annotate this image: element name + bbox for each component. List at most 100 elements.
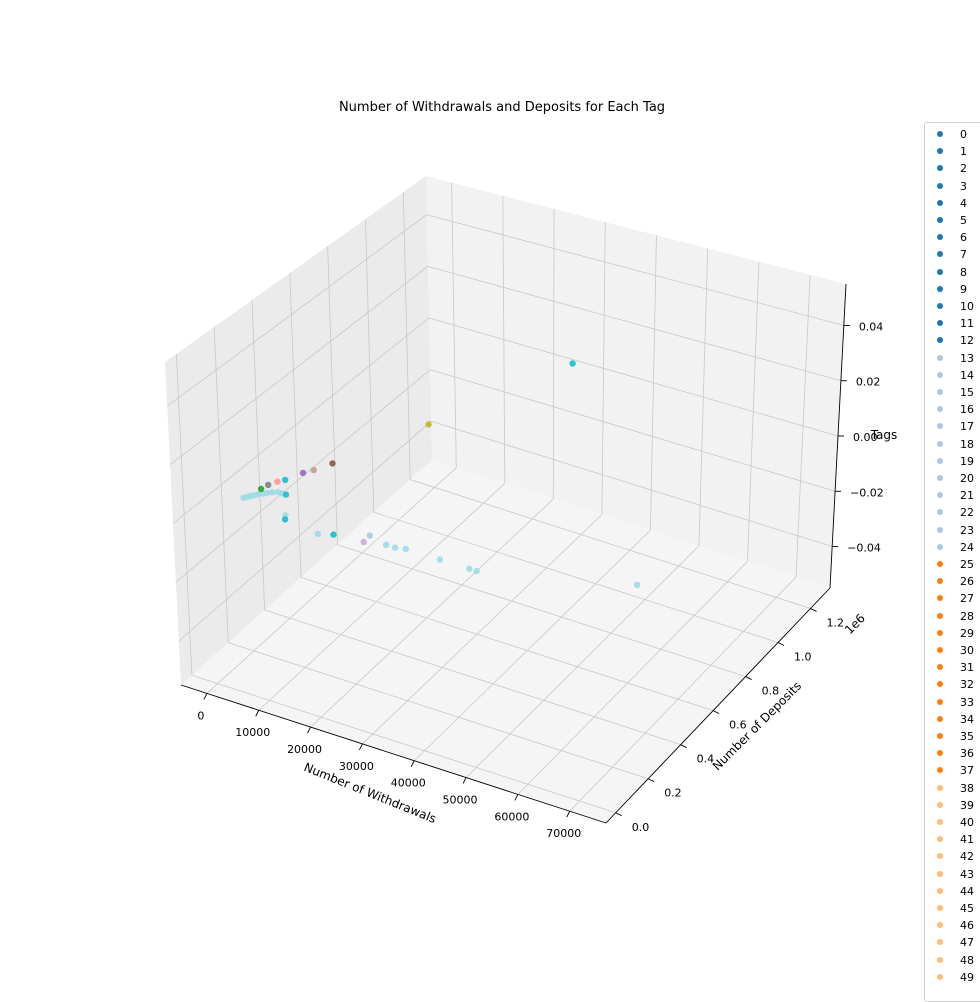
grid-line-x-floor	[413, 529, 651, 762]
grid-line-z-side	[169, 266, 429, 466]
grid-line-x-floor	[569, 576, 797, 812]
legend-item: 32	[925, 676, 980, 693]
legend-label: 8	[960, 265, 967, 279]
floor-pane	[181, 460, 830, 823]
legend-item: 31	[925, 659, 980, 676]
grid-line-z-back	[427, 265, 842, 382]
legend-item: 12	[925, 332, 980, 349]
legend-marker	[937, 165, 943, 172]
legend-label: 27	[960, 592, 974, 606]
data-point	[257, 485, 265, 493]
legend-label: 21	[960, 489, 974, 503]
legend-marker	[937, 285, 943, 292]
legend-item: 11	[925, 315, 980, 332]
x-tick-mark	[462, 777, 467, 784]
legend-marker	[937, 234, 943, 241]
legend-label: 40	[960, 816, 974, 829]
legend-item: 2	[925, 160, 980, 177]
x-tick-mark	[410, 760, 415, 767]
grid-line-x-floor	[258, 483, 506, 711]
legend-item: 6	[925, 229, 980, 246]
legend-item: 42	[925, 848, 980, 865]
legend-marker	[937, 595, 943, 602]
legend-marker	[937, 337, 943, 344]
legend-item: 10	[925, 298, 980, 315]
legend-label: 31	[960, 661, 974, 675]
data-point	[391, 544, 399, 551]
grid-line-z-back	[431, 420, 833, 547]
legend-marker	[937, 922, 943, 929]
y-tick-label: 0.2	[664, 787, 682, 800]
legend-label: 6	[960, 231, 967, 245]
legend-item: 45	[925, 900, 980, 917]
legend-item: 38	[925, 780, 980, 797]
legend-item: 34	[925, 711, 980, 728]
legend-label: 44	[960, 884, 974, 898]
x-tick-mark	[514, 794, 519, 801]
legend-marker	[937, 767, 943, 774]
grid-line-x-floor	[465, 545, 700, 778]
legend-label: 49	[960, 970, 974, 984]
grid-line-y-floor	[228, 642, 649, 780]
y-tick-mark	[745, 676, 752, 680]
z-axis-label: Tags	[870, 428, 898, 442]
legend-marker	[937, 371, 943, 378]
legend-item: 26	[925, 573, 980, 590]
legend-marker	[937, 733, 943, 739]
data-point	[366, 532, 373, 539]
legend-label: 34	[960, 712, 974, 726]
data-point	[466, 565, 473, 572]
legend-label: 33	[960, 695, 974, 709]
legend-label: 5	[960, 214, 967, 227]
data-point	[310, 466, 317, 474]
legend-marker	[937, 715, 943, 722]
data-point	[268, 489, 276, 496]
legend-label: 43	[960, 867, 974, 881]
legend-label: 47	[960, 936, 974, 950]
legend-marker	[937, 320, 943, 327]
legend-marker	[937, 750, 943, 757]
legend-marker	[937, 251, 943, 258]
y-tick-label: 0.4	[697, 753, 715, 766]
legend-marker	[937, 853, 943, 860]
legend-label: 26	[960, 575, 974, 589]
legend-marker	[937, 561, 943, 567]
legend-label: 16	[960, 403, 974, 417]
axes-panes	[165, 176, 846, 823]
legend-item: 8	[925, 264, 980, 281]
legend-item: 4	[925, 195, 980, 212]
legend-label: 25	[960, 558, 974, 571]
legend-label: 11	[960, 317, 974, 331]
legend-item: 27	[925, 590, 980, 607]
legend-marker	[937, 475, 943, 481]
legend-marker	[937, 423, 943, 430]
data-point	[299, 469, 307, 477]
x-tick-mark	[255, 710, 260, 717]
legend-label: 45	[960, 902, 974, 915]
grid-line-y-floor	[300, 577, 714, 711]
legend-item: 18	[925, 436, 980, 453]
legend-label: 14	[960, 368, 974, 382]
legend-label: 15	[960, 386, 974, 399]
x-tick-mark	[203, 693, 208, 700]
x-tick-label: 30000	[339, 760, 374, 773]
data-point	[383, 541, 390, 548]
grid-line-y-floor	[264, 609, 681, 746]
y-tick-mark	[680, 744, 687, 749]
legend-marker	[937, 457, 943, 464]
legend-label: 24	[960, 540, 974, 554]
legend-item: 25	[925, 556, 980, 573]
legend-marker	[937, 801, 943, 808]
legend-label: 1	[960, 145, 967, 159]
legend-item: 16	[925, 401, 980, 418]
legend-label: 3	[960, 179, 967, 193]
legend-item: 37	[925, 762, 980, 779]
legend-item: 13	[925, 350, 980, 367]
legend-item: 7	[925, 246, 980, 263]
legend-marker	[937, 131, 943, 137]
data-point	[425, 421, 432, 428]
legend-marker	[937, 303, 943, 309]
legend-label: 41	[960, 833, 974, 847]
legend-label: 22	[960, 506, 974, 520]
